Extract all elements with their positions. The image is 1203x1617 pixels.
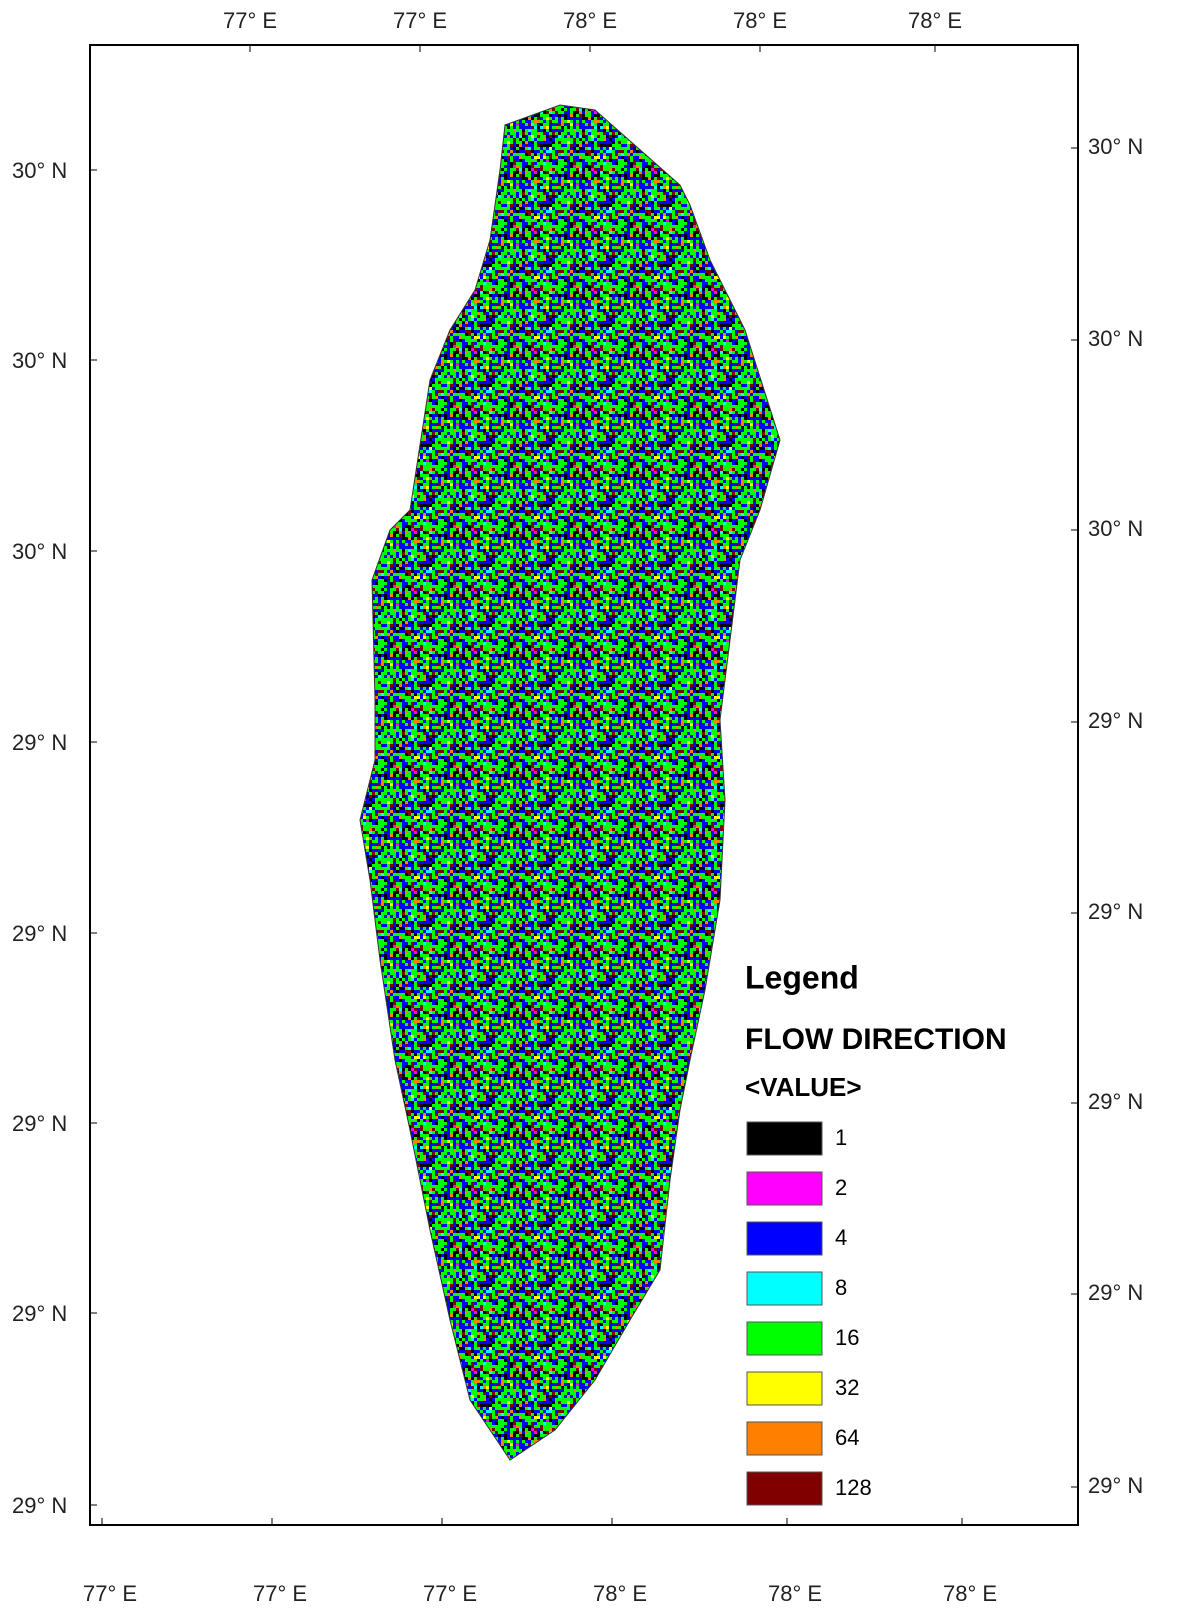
legend-swatch (747, 1372, 822, 1405)
legend-swatch (747, 1272, 822, 1305)
legend-label: 8 (835, 1275, 847, 1300)
legend-label: 64 (835, 1425, 859, 1450)
right-label: 29° N (1088, 1089, 1143, 1114)
legend-swatch (747, 1222, 822, 1255)
top-label: 78° E (733, 8, 787, 33)
left-label: 29° N (12, 1111, 67, 1136)
bottom-label: 77° E (83, 1581, 137, 1606)
legend-label: 32 (835, 1375, 859, 1400)
top-label: 78° E (908, 8, 962, 33)
bottom-label: 78° E (593, 1581, 647, 1606)
body: 77° E 77° E 78° E 78° E 78° E 77° E 77° E 77° E… (0, 0, 1203, 1617)
bottom-label: 77° E (253, 1581, 307, 1606)
legend-swatch (747, 1172, 822, 1205)
right-label: 29° N (1088, 1280, 1143, 1305)
left-label: 29° N (12, 1301, 67, 1326)
top-label: 77° E (223, 8, 277, 33)
legend-label: 128 (835, 1475, 872, 1500)
legend-heading: FLOW DIRECTION (745, 1023, 1007, 1056)
legend-label: 16 (835, 1325, 859, 1350)
left-label: 29° N (12, 730, 67, 755)
legend-label: 4 (835, 1225, 847, 1250)
legend-field: <VALUE> (745, 1072, 862, 1102)
left-label: 30° N (12, 348, 67, 373)
page: {"map": { "top_labels": ["77° E", "77° E… (0, 0, 1203, 1617)
left-label: 30° N (12, 539, 67, 564)
right-label: 30° N (1088, 134, 1143, 159)
map-figure: 77° E 77° E 78° E 78° E 78° E 77° E 77° E 77° E… (0, 0, 1203, 1617)
right-label: 30° N (1088, 326, 1143, 351)
legend-label: 2 (835, 1175, 847, 1200)
legend-swatch (747, 1122, 822, 1155)
left-label: 30° N (12, 158, 67, 183)
bottom-label: 78° E (943, 1581, 997, 1606)
legend-swatch (747, 1322, 822, 1355)
left-label: 29° N (12, 1493, 67, 1518)
bottom-label: 77° E (423, 1581, 477, 1606)
legend-title: Legend (745, 959, 859, 995)
right-label: 30° N (1088, 516, 1143, 541)
legend-label: 1 (835, 1125, 847, 1150)
right-label: 29° N (1088, 899, 1143, 924)
top-label: 77° E (393, 8, 447, 33)
right-label: 29° N (1088, 708, 1143, 733)
right-label: 29° N (1088, 1473, 1143, 1498)
bottom-label: 78° E (768, 1581, 822, 1606)
legend-swatch (747, 1472, 822, 1505)
legend-swatch (747, 1422, 822, 1455)
top-label: 78° E (563, 8, 617, 33)
left-label: 29° N (12, 921, 67, 946)
